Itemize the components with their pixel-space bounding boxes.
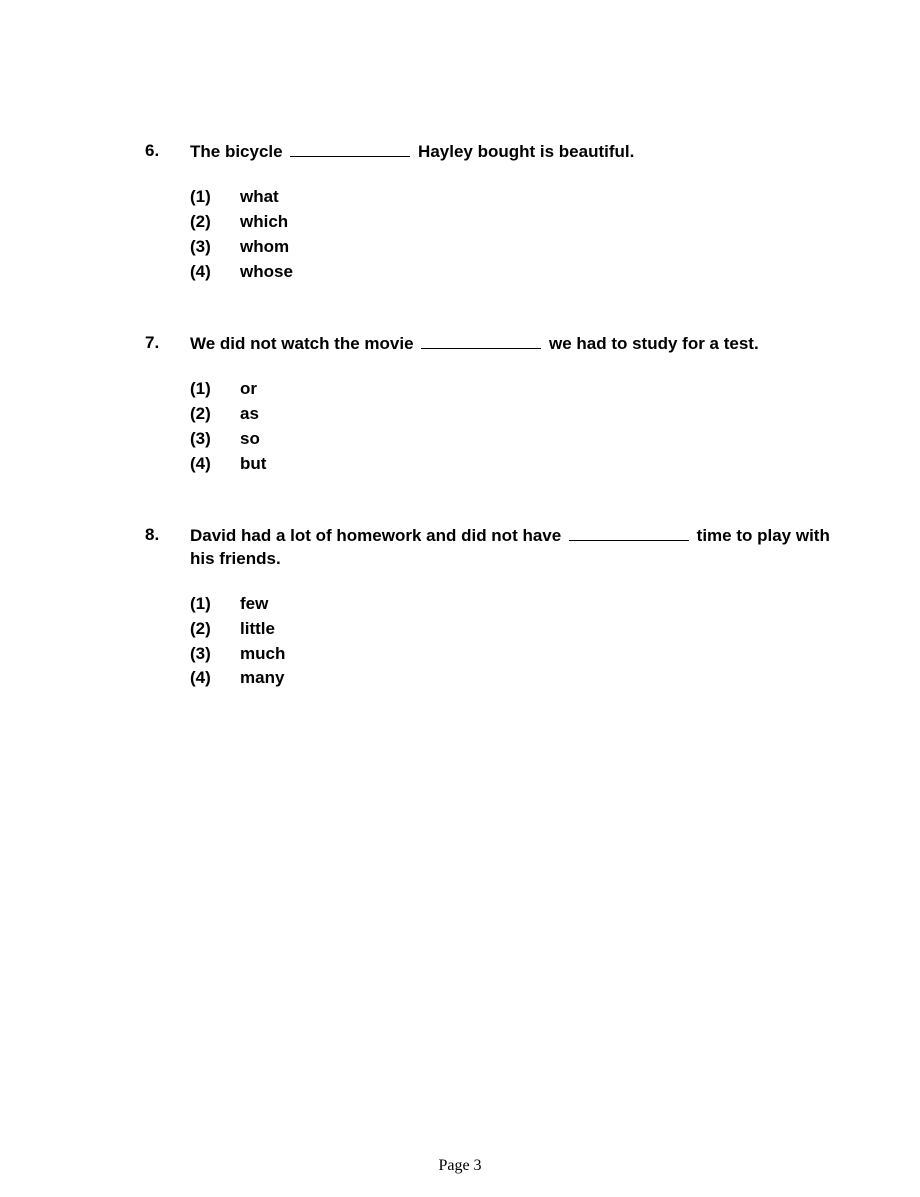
fill-blank [569, 524, 689, 541]
question-text-before: We did not watch the movie [190, 334, 418, 353]
option-text: much [240, 643, 830, 666]
options-list: (1) or (2) as (3) so (4) but [190, 378, 830, 476]
question-row: 7. We did not watch the movie we had to … [145, 332, 830, 356]
fill-blank [290, 140, 410, 157]
question-6: 6. The bicycle Hayley bought is beautifu… [145, 140, 830, 284]
question-number: 8. [145, 524, 190, 547]
option-number: (2) [190, 403, 240, 426]
question-number: 7. [145, 332, 190, 355]
option-text: but [240, 453, 830, 476]
question-text-after: we had to study for a test. [544, 334, 758, 353]
option-text: what [240, 186, 830, 209]
option-number: (3) [190, 428, 240, 451]
option-number: (2) [190, 618, 240, 641]
option-text: whom [240, 236, 830, 259]
option-number: (4) [190, 667, 240, 690]
options-list: (1) what (2) which (3) whom (4) whose [190, 186, 830, 284]
option-text: few [240, 593, 830, 616]
option-row: (2) as [190, 403, 830, 426]
question-row: 6. The bicycle Hayley bought is beautifu… [145, 140, 830, 164]
question-text-before: The bicycle [190, 142, 287, 161]
question-text: The bicycle Hayley bought is beautiful. [190, 140, 830, 164]
option-row: (4) many [190, 667, 830, 690]
options-list: (1) few (2) little (3) much (4) many [190, 593, 830, 691]
option-text: or [240, 378, 830, 401]
question-8: 8. David had a lot of homework and did n… [145, 524, 830, 691]
question-text-after: Hayley bought is beautiful. [413, 142, 634, 161]
option-number: (1) [190, 593, 240, 616]
question-7: 7. We did not watch the movie we had to … [145, 332, 830, 476]
option-number: (1) [190, 186, 240, 209]
option-text: many [240, 667, 830, 690]
option-text: which [240, 211, 830, 234]
option-row: (2) which [190, 211, 830, 234]
option-text: little [240, 618, 830, 641]
option-number: (3) [190, 643, 240, 666]
question-text-before: David had a lot of homework and did not … [190, 526, 566, 545]
option-row: (4) but [190, 453, 830, 476]
option-number: (4) [190, 453, 240, 476]
option-row: (1) what [190, 186, 830, 209]
option-text: as [240, 403, 830, 426]
option-row: (3) whom [190, 236, 830, 259]
option-text: whose [240, 261, 830, 284]
worksheet-page: 6. The bicycle Hayley bought is beautifu… [0, 0, 920, 1197]
option-row: (3) much [190, 643, 830, 666]
option-row: (1) few [190, 593, 830, 616]
option-row: (2) little [190, 618, 830, 641]
option-number: (1) [190, 378, 240, 401]
page-footer: Page 3 [0, 1157, 920, 1175]
question-text: David had a lot of homework and did not … [190, 524, 830, 571]
question-row: 8. David had a lot of homework and did n… [145, 524, 830, 571]
question-text: We did not watch the movie we had to stu… [190, 332, 830, 356]
option-number: (4) [190, 261, 240, 284]
option-row: (1) or [190, 378, 830, 401]
option-number: (3) [190, 236, 240, 259]
question-number: 6. [145, 140, 190, 163]
fill-blank [421, 332, 541, 349]
option-text: so [240, 428, 830, 451]
option-number: (2) [190, 211, 240, 234]
option-row: (4) whose [190, 261, 830, 284]
option-row: (3) so [190, 428, 830, 451]
